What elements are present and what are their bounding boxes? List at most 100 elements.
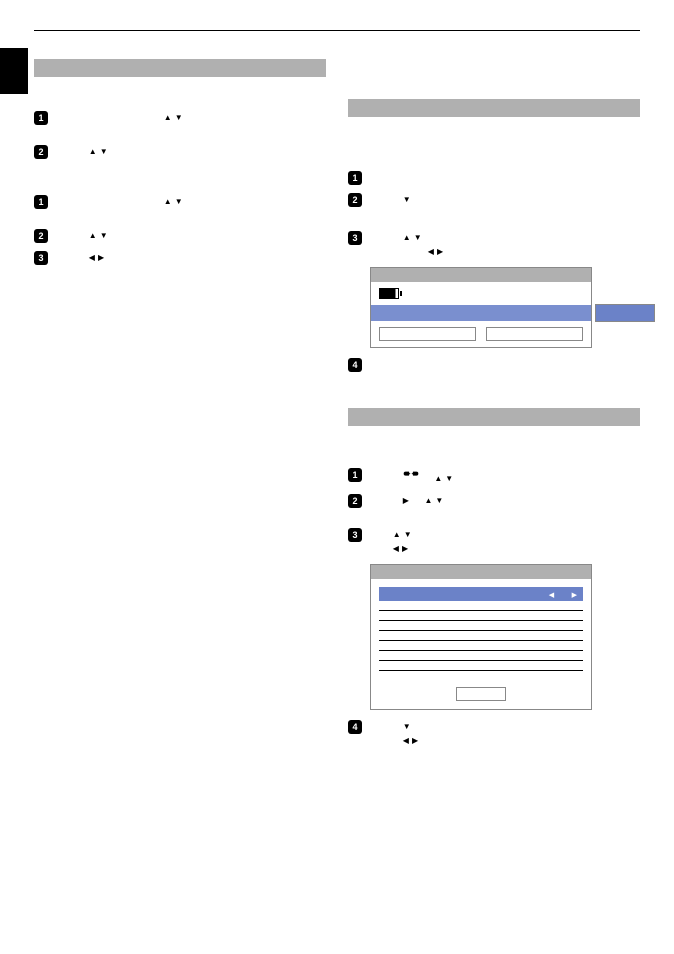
step: 1 [348, 171, 640, 185]
triangle-up-icon [164, 111, 172, 125]
up-down-arrows [164, 195, 183, 209]
step: 1 xxxxxxxxxxxxxxxxxxxxx [34, 111, 326, 137]
section-header [34, 59, 326, 77]
embedded-list-dialog: ◀ ▶ [370, 564, 592, 710]
step-body [370, 358, 640, 372]
step: 1 xxxxxx xx [348, 468, 640, 486]
triangle-down-icon [435, 494, 443, 508]
triangle-down-icon [175, 195, 183, 209]
dialog-titlebar [371, 268, 591, 282]
triangle-up-icon [89, 145, 97, 159]
triangle-left-icon [89, 251, 95, 265]
list-row[interactable] [379, 620, 583, 621]
up-down-arrows [393, 528, 412, 542]
triangle-down-icon [100, 145, 108, 159]
step-number-badge: 4 [348, 720, 362, 734]
step: 3 xxxxxx xxxxxxxxxxx [348, 231, 640, 259]
down-arrow [403, 193, 411, 207]
left-right-arrows [403, 734, 418, 748]
step-number-badge: 4 [348, 358, 362, 372]
step: 4 [348, 358, 640, 372]
step-body: xxxxxx [370, 193, 640, 223]
step-body: xxxxxxxxxxxxxxxxxxxxx [56, 111, 326, 137]
list-highlight-row[interactable]: ◀ ▶ [379, 587, 583, 601]
left-right-arrows [89, 251, 104, 265]
dialog-button[interactable] [379, 327, 476, 341]
up-down-arrows [403, 231, 422, 245]
step-body: xxxxxx [56, 251, 326, 265]
triangle-left-icon: ◀ [549, 592, 554, 599]
step-body: xxxx xxxx [370, 528, 640, 556]
dialog-submenu[interactable] [595, 304, 655, 322]
dialog-highlight-row[interactable] [371, 305, 591, 321]
step-body [370, 171, 640, 185]
list-row[interactable] [379, 650, 583, 651]
step: 4 xxxxxx xxxxxx [348, 720, 640, 748]
step-body: xxxxxxxxxxxxxxxxxxxxx [56, 195, 326, 221]
triangle-down-icon [403, 720, 411, 734]
side-black-tab [0, 48, 28, 94]
triangle-down-icon [404, 528, 412, 542]
dialog-status-row [371, 282, 591, 305]
triangle-up-icon [89, 229, 97, 243]
left-right-arrows [428, 245, 443, 259]
wrench-icon [403, 468, 419, 482]
right-column: 1 2 xxxxxx 3 xxxxxx [348, 59, 640, 756]
list-row[interactable] [379, 630, 583, 631]
step-body: xxxxxx xxxxxxxxxxx [370, 231, 640, 259]
triangle-down-icon [175, 111, 183, 125]
dialog-button-row [371, 321, 591, 347]
step-body: xxxxxx xx [370, 468, 640, 486]
step: 1 xxxxxxxxxxxxxxxxxxxxx [34, 195, 326, 221]
step-number-badge: 2 [34, 145, 48, 159]
step-body: xxxxxx [56, 145, 326, 171]
triangle-down-icon [403, 193, 411, 207]
dialog-body: ◀ ▶ [371, 579, 591, 679]
step-number-badge: 3 [34, 251, 48, 265]
triangle-right-icon [402, 542, 408, 556]
list-row[interactable] [379, 610, 583, 611]
step-number-badge: 1 [34, 111, 48, 125]
triangle-up-icon [425, 494, 433, 508]
triangle-right-icon [403, 494, 409, 508]
dialog-button[interactable] [486, 327, 583, 341]
step-number-badge: 1 [348, 171, 362, 185]
triangle-down-icon [414, 231, 422, 245]
step: 2 xxxxxx [348, 193, 640, 223]
triangle-right-icon: ▶ [572, 592, 577, 599]
step: 3 xxxxxx [34, 251, 326, 265]
embedded-dialog [370, 267, 592, 348]
right-arrow [403, 494, 409, 508]
list-row[interactable] [379, 660, 583, 661]
left-column: 1 xxxxxxxxxxxxxxxxxxxxx 2 xxxxxx [34, 59, 326, 756]
up-down-arrows [89, 145, 108, 159]
list-row[interactable] [379, 670, 583, 671]
step: 2 xxxxxx [34, 145, 326, 171]
up-down-arrows [425, 494, 444, 508]
up-down-arrows [164, 111, 183, 125]
triangle-down-icon [445, 472, 453, 486]
dialog-button[interactable] [456, 687, 506, 701]
triangle-up-icon [164, 195, 172, 209]
triangle-right-icon [98, 251, 104, 265]
step-number-badge: 2 [348, 193, 362, 207]
left-right-arrows [393, 542, 408, 556]
triangle-down-icon [100, 229, 108, 243]
triangle-right-icon [412, 734, 418, 748]
step-body: xxxxxx [56, 229, 326, 243]
list-row[interactable] [379, 640, 583, 641]
step-number-badge: 2 [348, 494, 362, 508]
triangle-up-icon [434, 472, 442, 486]
triangle-left-icon [393, 542, 399, 556]
step: 2 xxxxxx xx [348, 494, 640, 520]
triangle-up-icon [393, 528, 401, 542]
triangle-left-icon [428, 245, 434, 259]
step-number-badge: 3 [348, 528, 362, 542]
up-down-arrows [434, 472, 453, 486]
step-number-badge: 3 [348, 231, 362, 245]
top-rule [34, 30, 640, 31]
triangle-up-icon [403, 231, 411, 245]
down-arrow [403, 720, 411, 734]
step-number-badge: 1 [348, 468, 362, 482]
step: 2 xxxxxx [34, 229, 326, 243]
